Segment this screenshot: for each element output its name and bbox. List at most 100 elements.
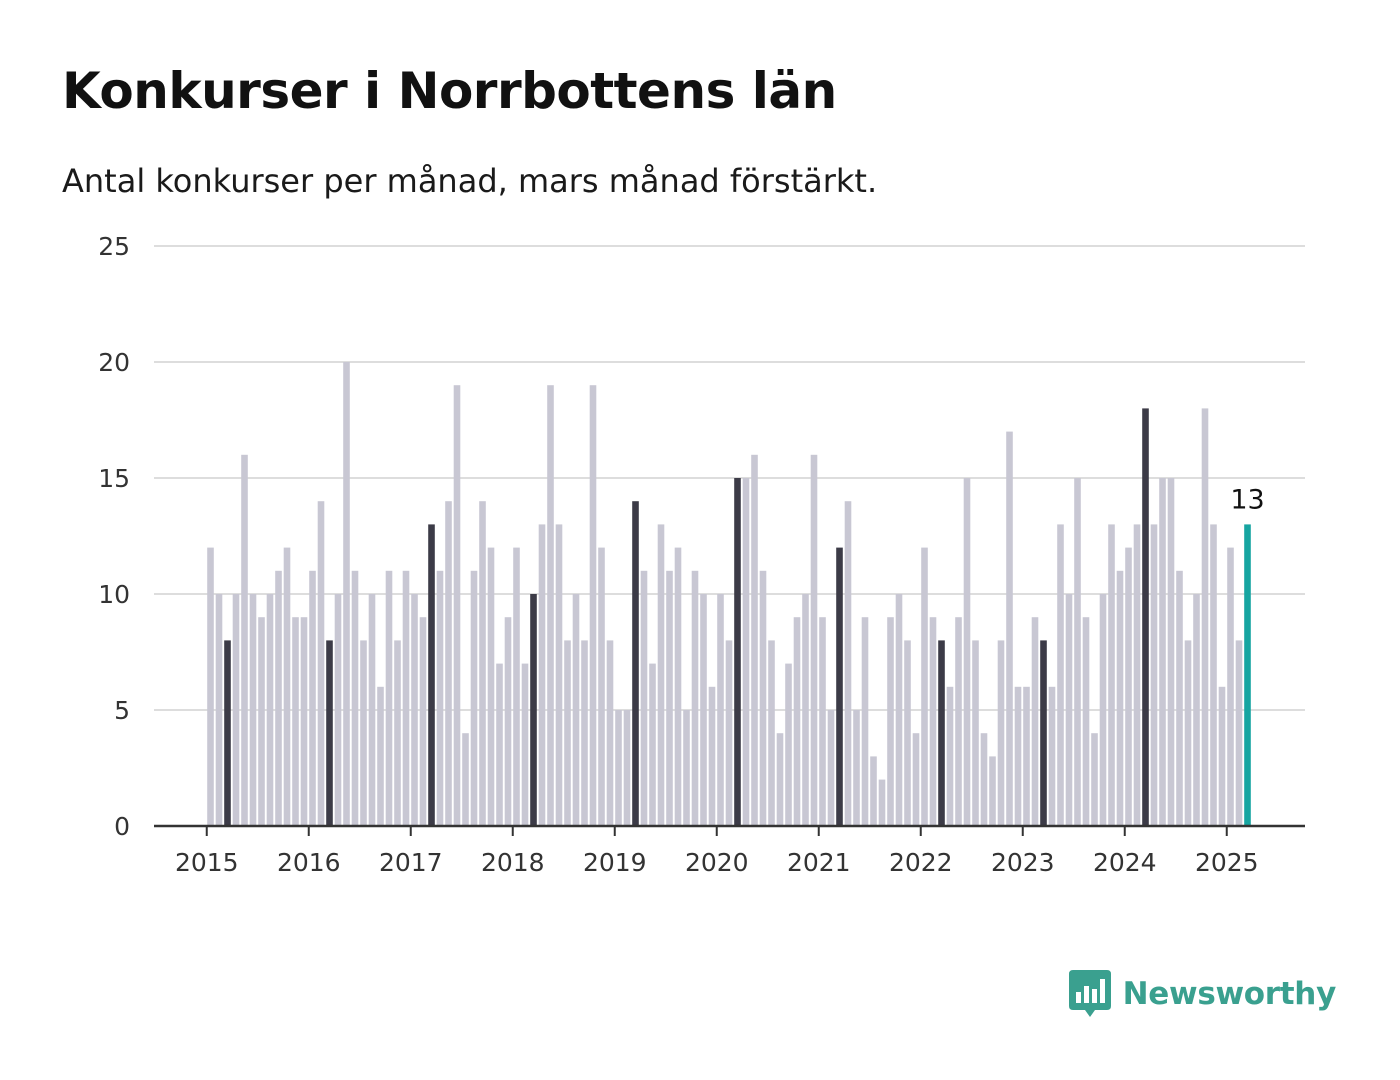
bar (802, 594, 809, 826)
x-tick-label: 2019 (583, 848, 647, 877)
bar (700, 594, 707, 826)
bar (963, 478, 971, 826)
bar (1193, 594, 1200, 826)
bar (793, 617, 801, 826)
bar (1116, 570, 1124, 826)
bar (385, 570, 393, 826)
x-tick-label: 2015 (175, 848, 239, 877)
bar (946, 686, 954, 826)
bar (249, 594, 257, 826)
bar (258, 617, 265, 826)
bar (1014, 686, 1022, 826)
bar (266, 594, 274, 826)
bar (1167, 478, 1175, 826)
brand-name: Newsworthy (1122, 976, 1337, 1012)
bar (683, 710, 690, 826)
bar (1099, 594, 1107, 826)
bar (300, 617, 308, 826)
bar (241, 454, 248, 826)
x-tick-label: 2020 (685, 848, 749, 877)
bar (215, 594, 223, 826)
bar (1074, 478, 1081, 826)
bar (708, 686, 716, 826)
x-tick-label: 2025 (1195, 848, 1259, 877)
bar (997, 640, 1005, 826)
bar (1048, 686, 1056, 826)
bar (955, 617, 962, 826)
bar (1091, 733, 1098, 826)
x-tick-label: 2023 (991, 848, 1055, 877)
bar (377, 686, 384, 826)
bar (547, 385, 554, 826)
bar (921, 547, 928, 826)
bar (513, 547, 520, 826)
bar (334, 594, 342, 826)
annotations: 13 (1230, 484, 1264, 515)
bar (870, 756, 877, 826)
bar (402, 570, 410, 826)
bar (326, 640, 333, 826)
bar (1057, 524, 1064, 826)
bar (351, 570, 359, 826)
bar (836, 547, 843, 826)
bar (411, 594, 418, 826)
bar (904, 640, 911, 826)
bar (428, 524, 435, 826)
bar (598, 547, 605, 826)
bar (394, 640, 401, 826)
bar (1142, 408, 1149, 826)
bar (989, 756, 996, 826)
bar (1040, 640, 1047, 826)
bar (929, 617, 937, 826)
bars (207, 362, 1251, 826)
bar (887, 617, 894, 826)
x-tick-label: 2022 (889, 848, 953, 877)
bar (844, 501, 852, 826)
bar (564, 640, 571, 826)
bar (1133, 524, 1141, 826)
y-tick-label: 5 (114, 696, 130, 725)
bar (504, 617, 512, 826)
bar (895, 594, 903, 826)
bar (734, 478, 741, 826)
bar (1201, 408, 1209, 826)
bar (572, 594, 580, 826)
bar (470, 570, 478, 826)
x-tick-label: 2018 (481, 848, 545, 877)
bar (521, 663, 529, 826)
bar (224, 640, 231, 826)
bar (368, 594, 376, 826)
bar (1031, 617, 1039, 826)
bar (912, 733, 920, 826)
bar (649, 663, 656, 826)
bar (674, 547, 682, 826)
x-tick-label: 2021 (787, 848, 851, 877)
bar (606, 640, 614, 826)
bar-chart-speech-bubble-icon (1068, 970, 1111, 1017)
bar (751, 454, 758, 826)
bar (479, 501, 486, 826)
bar (419, 617, 427, 826)
bar (623, 710, 631, 826)
bar (759, 570, 767, 826)
bar (1227, 547, 1234, 826)
x-axis-ticks: 2015 2016 2017 2018 2019 2020 2021 2022 2023 2024… (175, 826, 1259, 877)
bar (436, 570, 444, 826)
bar (496, 663, 503, 826)
bar (725, 640, 733, 826)
bar (1176, 570, 1183, 826)
bar (309, 570, 316, 826)
bar (275, 570, 282, 826)
bar (581, 640, 588, 826)
bar (317, 501, 325, 826)
bar (1082, 617, 1090, 826)
y-tick-label: 25 (98, 232, 130, 261)
bar (640, 570, 648, 826)
bar (632, 501, 639, 826)
y-tick-label: 15 (98, 464, 130, 493)
y-axis-ticks: 0 5 10 15 20 25 (98, 232, 130, 841)
bar (810, 454, 818, 826)
bar (768, 640, 775, 826)
bar (980, 733, 988, 826)
